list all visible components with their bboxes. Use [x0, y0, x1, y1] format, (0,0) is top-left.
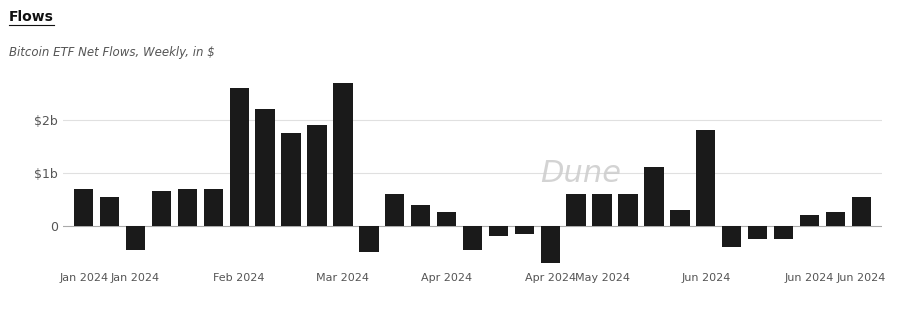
Bar — [800, 215, 819, 226]
Bar — [825, 213, 845, 226]
Bar — [411, 204, 430, 226]
Bar — [282, 133, 301, 226]
Bar — [463, 226, 482, 250]
Bar — [436, 213, 456, 226]
Bar — [748, 226, 768, 239]
Bar — [126, 226, 145, 250]
Bar — [256, 109, 274, 226]
Bar — [100, 197, 120, 226]
Bar — [177, 189, 197, 226]
Bar — [696, 130, 716, 226]
Bar — [566, 194, 586, 226]
Bar — [774, 226, 793, 239]
Bar — [74, 189, 94, 226]
Bar — [203, 189, 223, 226]
Bar — [670, 210, 689, 226]
Bar — [592, 194, 612, 226]
Bar — [851, 197, 871, 226]
Bar — [644, 167, 663, 226]
Bar — [618, 194, 638, 226]
Bar — [722, 226, 742, 247]
Bar — [385, 194, 404, 226]
Bar — [230, 88, 249, 226]
Bar — [489, 226, 508, 236]
Text: Dune: Dune — [540, 159, 621, 188]
Bar — [333, 82, 353, 226]
Bar — [307, 125, 327, 226]
Bar — [152, 191, 171, 226]
Bar — [515, 226, 534, 234]
Text: Bitcoin ETF Net Flows, Weekly, in $: Bitcoin ETF Net Flows, Weekly, in $ — [9, 46, 215, 59]
Bar — [541, 226, 560, 263]
Text: Flows: Flows — [9, 10, 54, 24]
Bar — [359, 226, 379, 252]
